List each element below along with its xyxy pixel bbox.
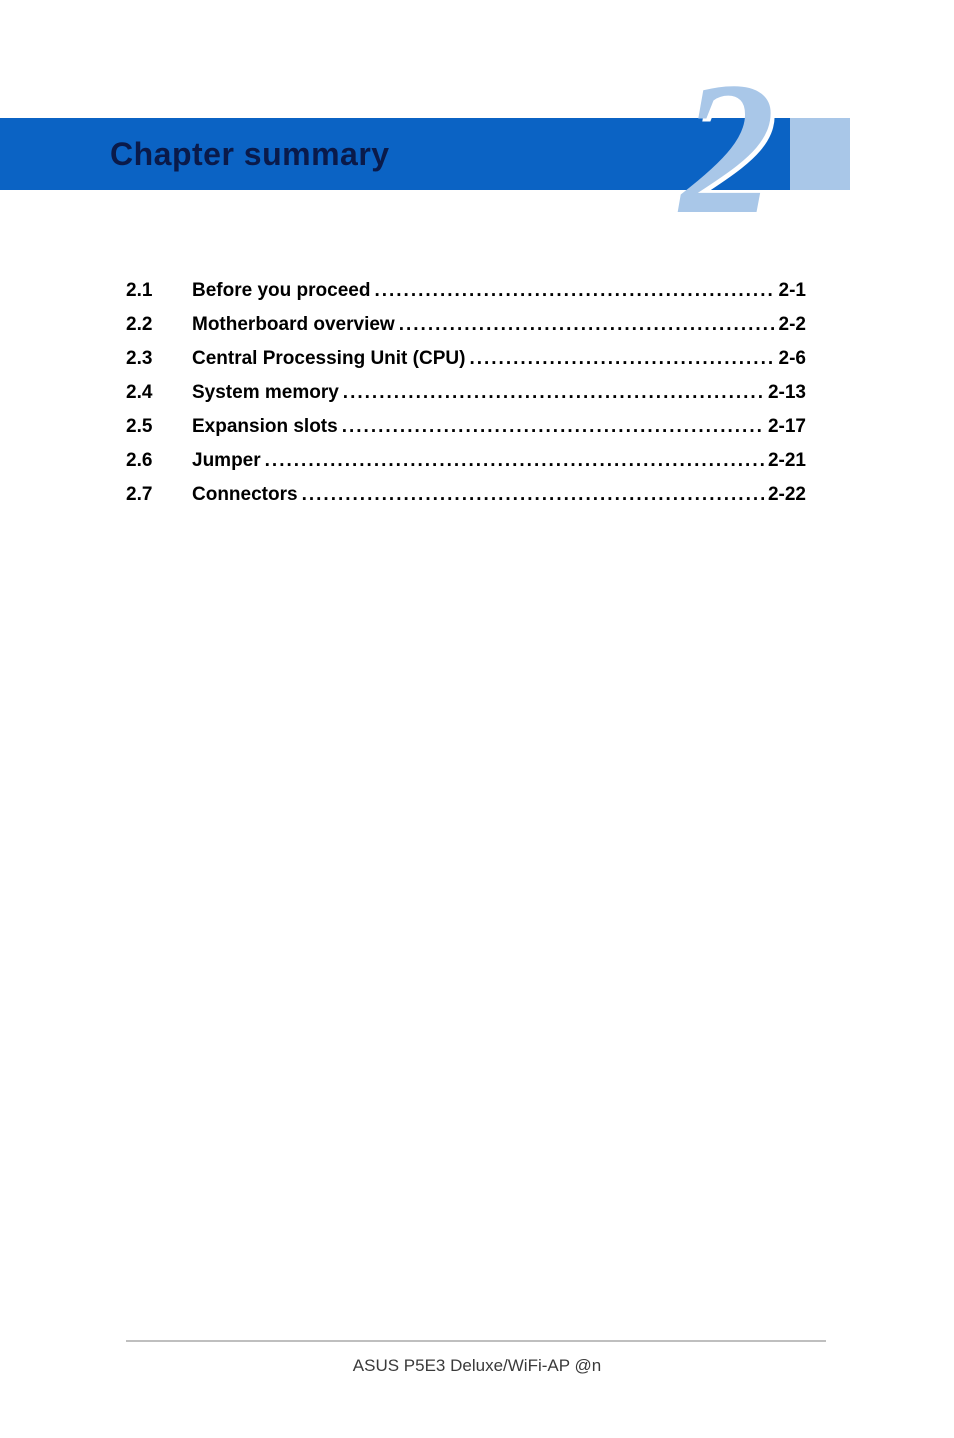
toc-section-number: 2.2 [126,314,192,336]
toc-row: 2.1 Before you proceed 2-1 [126,280,806,302]
toc-section-number: 2.7 [126,484,192,506]
toc-row: 2.4 System memory 2-13 [126,382,806,404]
table-of-contents: 2.1 Before you proceed 2-1 2.2 Motherboa… [126,280,806,518]
footer-rule [126,1340,826,1342]
banner-tail [790,118,850,190]
toc-page-number: 2-22 [764,484,806,506]
toc-row: 2.5 Expansion slots 2-17 [126,416,806,438]
toc-leader-dots [261,450,764,472]
toc-leader-dots [298,484,764,506]
banner-blue: Chapter summary [0,118,790,190]
toc-leader-dots [339,382,764,404]
toc-section-title: Jumper [192,450,261,472]
chapter-header: Chapter summary 2 [0,84,954,156]
toc-section-title: Central Processing Unit (CPU) [192,348,465,370]
toc-row: 2.7 Connectors 2-22 [126,484,806,506]
toc-section-number: 2.5 [126,416,192,438]
toc-section-number: 2.1 [126,280,192,302]
toc-section-number: 2.6 [126,450,192,472]
toc-leader-dots [338,416,764,438]
toc-section-number: 2.3 [126,348,192,370]
toc-row: 2.3 Central Processing Unit (CPU) 2-6 [126,348,806,370]
toc-row: 2.6 Jumper 2-21 [126,450,806,472]
toc-section-title: Before you proceed [192,280,370,302]
toc-leader-dots [370,280,774,302]
toc-row: 2.2 Motherboard overview 2-2 [126,314,806,336]
toc-section-title: System memory [192,382,339,404]
toc-section-title: Motherboard overview [192,314,395,336]
toc-leader-dots [465,348,774,370]
footer-text: ASUS P5E3 Deluxe/WiFi-AP @n [0,1356,954,1376]
toc-section-number: 2.4 [126,382,192,404]
toc-section-title: Connectors [192,484,298,506]
chapter-title: Chapter summary [110,136,390,173]
toc-page-number: 2-21 [764,450,806,472]
chapter-number: 2 [680,54,775,244]
toc-page-number: 2-17 [764,416,806,438]
toc-leader-dots [395,314,775,336]
toc-page-number: 2-2 [775,314,806,336]
toc-section-title: Expansion slots [192,416,338,438]
toc-page-number: 2-13 [764,382,806,404]
toc-page-number: 2-6 [775,348,806,370]
page: Chapter summary 2 2.1 Before you proceed… [0,0,954,1438]
toc-page-number: 2-1 [775,280,806,302]
